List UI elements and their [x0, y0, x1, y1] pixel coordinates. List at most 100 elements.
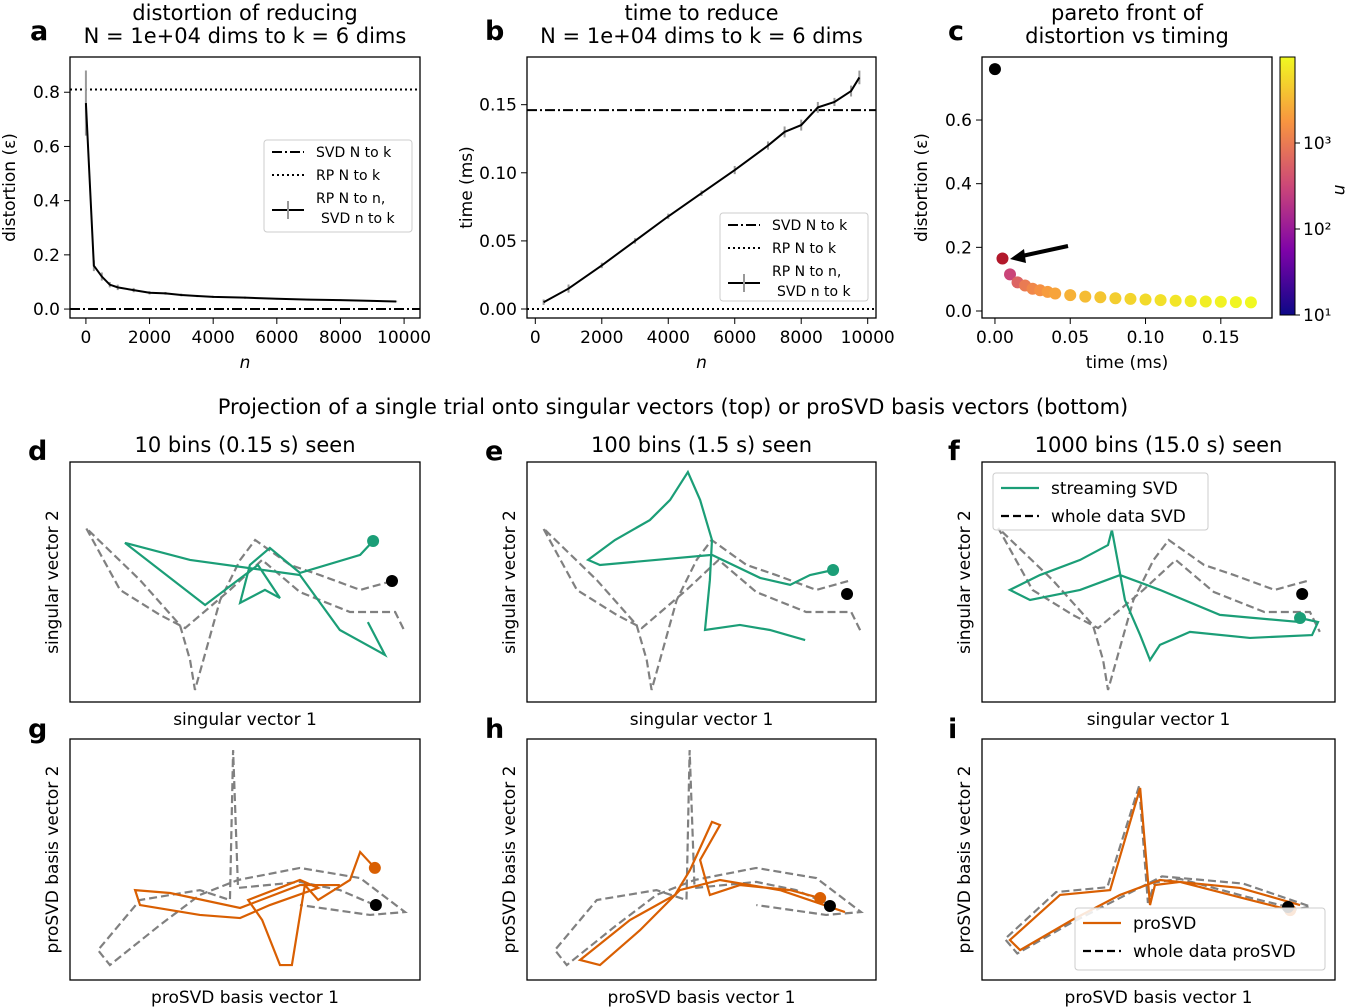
- x-tick-label: 0: [80, 328, 91, 348]
- y-tick-label: 0.15: [479, 96, 517, 116]
- axes-frame: [981, 461, 1336, 703]
- panel-letter-h: h: [485, 714, 504, 745]
- y-tick-label: 0.2: [945, 238, 972, 258]
- y-axis-label: singular vector 2: [43, 510, 63, 654]
- section-title: Projection of a single trial onto singul…: [218, 395, 1128, 419]
- x-tick-label: 0: [530, 328, 541, 348]
- scatter-point: [1214, 295, 1227, 308]
- legend-label: RP N to n,: [772, 264, 841, 280]
- x-tick-label: 6000: [255, 328, 298, 348]
- legend-label: RP N to k: [772, 241, 837, 257]
- y-tick-label: 0.6: [945, 111, 972, 131]
- scatter-point: [1229, 296, 1242, 309]
- panel-title: distortion vs timing: [1025, 24, 1229, 48]
- x-tick-label: 0.00: [976, 328, 1014, 348]
- x-tick-label: 6000: [713, 328, 756, 348]
- arrow-head: [1010, 249, 1026, 263]
- x-tick-label: 2000: [580, 328, 623, 348]
- whole-end-point: [386, 575, 398, 588]
- colorbar-tick-label: 10³: [1303, 134, 1331, 154]
- x-axis-label: n: [240, 353, 251, 373]
- streaming-trajectory: [585, 469, 834, 642]
- whole-end-point: [1296, 588, 1309, 600]
- streaming-trajectory: [1008, 787, 1301, 952]
- y-tick-label: 0.4: [945, 175, 972, 195]
- point-rp-n-to-k: [996, 252, 1009, 265]
- panel-e: [526, 461, 877, 703]
- x-tick-label: 4000: [192, 328, 235, 348]
- whole-data-trajectory: [553, 750, 864, 967]
- x-tick-label: 8000: [319, 328, 362, 348]
- panel-title: N = 1e+04 dims to k = 6 dims: [540, 24, 863, 48]
- x-tick-label: 8000: [780, 328, 823, 348]
- panel-h: [526, 738, 877, 981]
- legend-label: SVD n to k: [321, 211, 396, 227]
- legend-label: RP N to n,: [316, 191, 385, 207]
- panel-title: distortion of reducing: [132, 1, 357, 25]
- x-tick-label: 0.15: [1202, 328, 1240, 348]
- stream-end-point: [1294, 612, 1307, 624]
- panel-letter-i: i: [948, 714, 957, 745]
- streaming-trajectory: [1007, 529, 1320, 663]
- panel-b: [521, 56, 877, 324]
- panel-letter-f: f: [948, 436, 960, 467]
- legend-label: SVD N to k: [772, 218, 848, 234]
- y-tick-label: 0.2: [33, 246, 60, 266]
- scatter-point: [1094, 291, 1107, 304]
- x-axis-label: singular vector 1: [173, 710, 317, 730]
- x-tick-label: 10000: [377, 328, 431, 348]
- whole-end-point: [841, 588, 854, 600]
- panel-letter-b: b: [485, 16, 504, 47]
- y-tick-label: 0.6: [33, 137, 60, 157]
- scatter-point: [1139, 293, 1152, 306]
- panel-letter-c: c: [948, 16, 964, 47]
- whole-end-point: [823, 900, 836, 913]
- panel-letter-d: d: [28, 436, 47, 467]
- y-axis-label: distortion (ε): [912, 133, 932, 242]
- x-tick-label: 4000: [647, 328, 690, 348]
- stream-end-point: [827, 564, 840, 576]
- legend: [263, 139, 413, 233]
- streaming-trajectory: [577, 820, 846, 967]
- x-axis-label: proSVD basis vector 1: [151, 988, 339, 1007]
- x-axis-label: n: [696, 353, 707, 373]
- y-axis-label: proSVD basis vector 2: [43, 766, 63, 954]
- legend-label: streaming SVD: [1051, 479, 1178, 499]
- colorbar-label: n: [1330, 185, 1346, 196]
- panel-title: 10 bins (0.15 s) seen: [134, 433, 355, 457]
- whole-end-point: [369, 899, 382, 912]
- panel-title: N = 1e+04 dims to k = 6 dims: [84, 24, 407, 48]
- y-axis-label: proSVD basis vector 2: [500, 766, 520, 954]
- y-axis-label: distortion (ε): [0, 133, 20, 242]
- colorbar: [1279, 56, 1296, 316]
- whole-data-trajectory: [85, 527, 406, 691]
- y-axis-label: singular vector 2: [500, 510, 520, 654]
- whole-data-trajectory: [96, 750, 408, 967]
- scatter-point: [1244, 296, 1257, 309]
- scatter-point: [1079, 290, 1092, 303]
- legend: [1074, 907, 1326, 971]
- axes-frame: [981, 56, 1273, 319]
- y-tick-label: 0.8: [33, 83, 60, 103]
- arrow-icon: [1021, 244, 1069, 258]
- scatter-point: [1199, 295, 1212, 308]
- axes-frame: [981, 738, 1336, 981]
- panel-title: time to reduce: [624, 1, 778, 25]
- y-tick-label: 0.4: [33, 192, 60, 212]
- legend: [992, 472, 1209, 531]
- panel-a: [64, 56, 421, 324]
- x-axis-label: proSVD basis vector 1: [1065, 988, 1253, 1007]
- scatter-point: [1169, 294, 1182, 307]
- panel-f: [981, 461, 1336, 703]
- series-line: [543, 76, 861, 304]
- stream-end-point: [814, 892, 827, 905]
- scatter-point: [1049, 287, 1062, 300]
- y-axis-label: singular vector 2: [955, 510, 975, 654]
- panel-letter-a: a: [30, 16, 48, 47]
- scatter-point: [1154, 294, 1167, 307]
- x-axis-label: time (ms): [1086, 353, 1169, 373]
- whole-data-trajectory: [997, 527, 1321, 691]
- panel-title: 100 bins (1.5 s) seen: [591, 433, 812, 457]
- scatter-point: [1184, 295, 1197, 308]
